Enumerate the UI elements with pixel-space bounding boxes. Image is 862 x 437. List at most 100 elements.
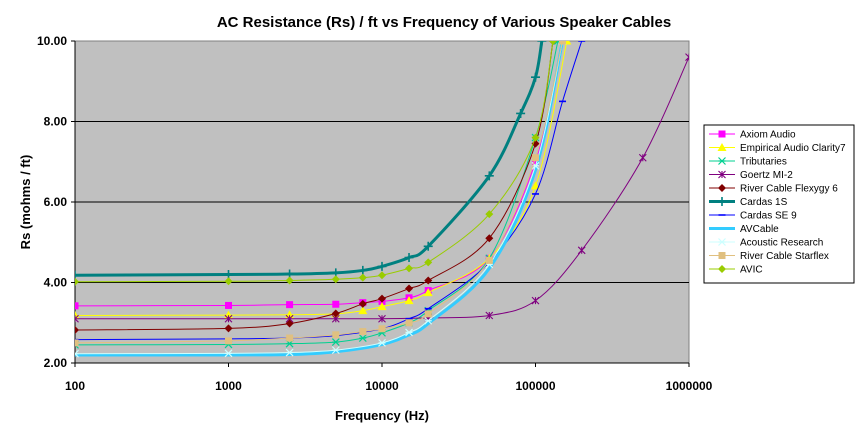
data-point-goertz-mi-2 [224, 314, 233, 323]
data-point-river-cable-flexygy-6 [485, 234, 494, 243]
y-tick-label: 10.00 [37, 34, 67, 48]
x-tick-label: 1000 [215, 379, 242, 393]
data-point-cardas-1s [423, 241, 433, 251]
data-point-axiom-audio [225, 301, 232, 309]
legend-entry-cardas-se-9: Cardas SE 9 [709, 211, 797, 222]
data-point-river-cable-starflex [559, 41, 567, 45]
data-point-avic [405, 264, 414, 273]
legend-label-goertz-mi-2: Goertz MI-2 [740, 170, 793, 181]
series-line-acoustic-research [75, 41, 564, 355]
x-axis-title: Frequency (Hz) [335, 408, 429, 423]
series-goertz-mi-2 [75, 53, 689, 323]
data-point-cardas-1s [75, 270, 80, 280]
chart-title: AC Resistance (Rs) / ft vs Frequency of … [217, 14, 671, 31]
data-point-acoustic-research [378, 338, 386, 347]
legend-marker-empirical-audio-clarity7 [717, 143, 727, 151]
legend-entry-avcable: AVCable [709, 224, 779, 235]
legend-marker-avic [718, 265, 726, 273]
data-point-cardas-1s [516, 108, 526, 118]
legend-box [703, 124, 855, 284]
data-point-river-cable-starflex [75, 339, 79, 347]
legend-entry-river-cable-starflex: River Cable Starflex [709, 251, 829, 262]
x-tick-label: 100 [65, 379, 85, 393]
data-point-river-cable-starflex [485, 256, 493, 264]
data-point-tributaries [358, 334, 367, 342]
legend-label-acoustic-research: Acoustic Research [740, 238, 823, 249]
y-axis-title: Rs (mohms / ft) [18, 155, 33, 250]
data-point-avic [285, 276, 294, 285]
data-point-avic [75, 277, 79, 286]
x-tick-label: 100000 [515, 379, 555, 393]
y-tick-label: 2.00 [44, 356, 68, 370]
data-point-empirical-audio-clarity7 [377, 302, 387, 311]
series-avcable [75, 41, 564, 357]
data-point-axiom-audio [332, 300, 340, 308]
series-river-cable-starflex [75, 41, 567, 347]
data-point-river-cable-flexygy-6 [405, 284, 414, 293]
data-point-avic [224, 277, 233, 286]
legend-entry-goertz-mi-2: Goertz MI-2 [709, 170, 793, 181]
data-point-avic [531, 133, 540, 142]
legend-label-cardas-se-9: Cardas SE 9 [740, 211, 797, 222]
data-point-empirical-audio-clarity7 [423, 288, 433, 297]
series-avic [75, 41, 557, 286]
data-point-avic [424, 258, 433, 267]
data-point-goertz-mi-2 [531, 296, 540, 305]
data-point-river-cable-starflex [405, 319, 413, 327]
data-point-river-cable-flexygy-6 [224, 324, 233, 333]
legend-marker-cardas-1s [717, 197, 727, 206]
grid-lines [75, 121, 689, 283]
data-point-river-cable-flexygy-6 [378, 294, 386, 303]
legend-marker-axiom-audio [718, 130, 726, 138]
x-tick-label: 1000000 [666, 379, 713, 393]
legend-entry-avic: AVIC [709, 265, 763, 276]
data-point-acoustic-research [224, 349, 233, 358]
data-point-goertz-mi-2 [685, 53, 689, 61]
data-point-river-cable-starflex [532, 154, 539, 162]
legend-label-tributaries: Tributaries [740, 157, 787, 168]
data-point-avic [378, 271, 386, 280]
data-point-river-cable-flexygy-6 [358, 299, 367, 308]
legend-label-avcable: AVCable [740, 224, 779, 235]
data-point-acoustic-research [424, 316, 433, 325]
legend: Axiom Audio Empirical Audio Clarity7 Tribu… [703, 124, 855, 284]
legend-label-avic: AVIC [740, 265, 763, 276]
data-point-river-cable-starflex [332, 331, 340, 339]
data-point-goertz-mi-2 [378, 314, 386, 323]
legend-marker-acoustic-research [718, 238, 726, 246]
data-point-river-cable-starflex [359, 328, 367, 336]
legend-label-empirical-audio-clarity7: Empirical Audio Clarity7 [740, 143, 846, 154]
data-point-river-cable-flexygy-6 [331, 309, 340, 318]
data-point-river-cable-starflex [286, 334, 294, 342]
data-point-river-cable-starflex [378, 325, 386, 333]
data-point-cardas-1s [358, 265, 368, 275]
legend-entry-axiom-audio: Axiom Audio [709, 130, 796, 141]
legend-marker-river-cable-flexygy-6 [718, 184, 726, 192]
legend-label-cardas-1s: Cardas 1S [740, 197, 788, 208]
y-tick-label: 6.00 [44, 195, 68, 209]
data-point-empirical-audio-clarity7 [358, 306, 368, 315]
data-point-avic [358, 273, 367, 282]
data-point-cardas-1s [531, 72, 540, 82]
legend-entry-empirical-audio-clarity7: Empirical Audio Clarity7 [709, 143, 846, 154]
series-river-cable-flexygy-6 [75, 41, 557, 334]
data-point-acoustic-research [405, 328, 413, 337]
series-line-avcable [75, 41, 564, 357]
data-point-goertz-mi-2 [577, 246, 586, 255]
data-point-avic [548, 41, 557, 45]
data-point-acoustic-research [75, 349, 79, 358]
legend-marker-tributaries [718, 157, 726, 165]
data-point-cardas-1s [404, 253, 414, 263]
legend-items: Axiom Audio Empirical Audio Clarity7 Tribu… [709, 130, 846, 276]
data-point-cardas-1s [377, 261, 387, 271]
y-tick-label: 8.00 [44, 115, 68, 129]
x-tick-label: 10000 [365, 379, 399, 393]
data-point-cardas-1s [484, 171, 494, 181]
data-point-goertz-mi-2 [638, 153, 647, 162]
legend-entry-cardas-1s: Cardas 1S [709, 197, 788, 208]
data-point-axiom-audio [75, 302, 79, 310]
legend-entry-tributaries: Tributaries [709, 157, 787, 168]
data-point-acoustic-research [285, 348, 294, 357]
data-point-river-cable-flexygy-6 [75, 325, 79, 334]
